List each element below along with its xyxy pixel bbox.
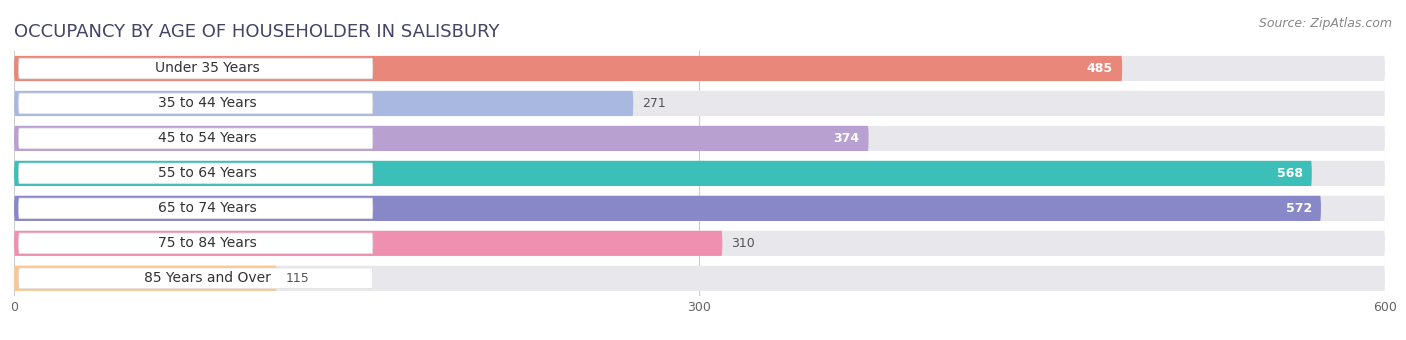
Text: 35 to 44 Years: 35 to 44 Years [157, 97, 256, 110]
FancyBboxPatch shape [18, 163, 373, 184]
FancyBboxPatch shape [14, 91, 633, 116]
FancyBboxPatch shape [18, 198, 373, 219]
FancyBboxPatch shape [14, 266, 1385, 291]
FancyBboxPatch shape [18, 268, 373, 289]
FancyBboxPatch shape [18, 93, 373, 114]
FancyBboxPatch shape [14, 126, 869, 151]
FancyBboxPatch shape [14, 56, 1385, 81]
Text: 65 to 74 Years: 65 to 74 Years [157, 201, 256, 215]
FancyBboxPatch shape [14, 266, 277, 291]
Text: Source: ZipAtlas.com: Source: ZipAtlas.com [1258, 17, 1392, 30]
FancyBboxPatch shape [18, 128, 373, 149]
FancyBboxPatch shape [18, 58, 373, 79]
Text: 115: 115 [285, 272, 309, 285]
Text: Under 35 Years: Under 35 Years [155, 62, 260, 75]
FancyBboxPatch shape [14, 91, 1385, 116]
Text: 374: 374 [834, 132, 859, 145]
FancyBboxPatch shape [14, 196, 1322, 221]
Text: 45 to 54 Years: 45 to 54 Years [157, 132, 256, 146]
Text: 75 to 84 Years: 75 to 84 Years [157, 236, 256, 250]
FancyBboxPatch shape [14, 126, 1385, 151]
FancyBboxPatch shape [14, 161, 1385, 186]
FancyBboxPatch shape [14, 56, 1122, 81]
Text: 310: 310 [731, 237, 755, 250]
FancyBboxPatch shape [18, 233, 373, 254]
Text: 568: 568 [1277, 167, 1303, 180]
FancyBboxPatch shape [14, 196, 1385, 221]
FancyBboxPatch shape [14, 231, 1385, 256]
Text: 55 to 64 Years: 55 to 64 Years [157, 166, 256, 181]
FancyBboxPatch shape [14, 231, 723, 256]
Text: 85 Years and Over: 85 Years and Over [143, 271, 270, 285]
Text: 485: 485 [1087, 62, 1114, 75]
FancyBboxPatch shape [14, 161, 1312, 186]
Text: OCCUPANCY BY AGE OF HOUSEHOLDER IN SALISBURY: OCCUPANCY BY AGE OF HOUSEHOLDER IN SALIS… [14, 23, 499, 41]
Text: 572: 572 [1285, 202, 1312, 215]
Text: 271: 271 [643, 97, 666, 110]
